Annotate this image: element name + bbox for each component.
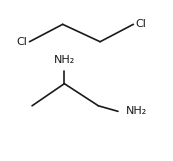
- Text: Cl: Cl: [16, 37, 27, 47]
- Text: Cl: Cl: [135, 19, 146, 29]
- Text: NH₂: NH₂: [126, 106, 147, 116]
- Text: NH₂: NH₂: [54, 55, 75, 65]
